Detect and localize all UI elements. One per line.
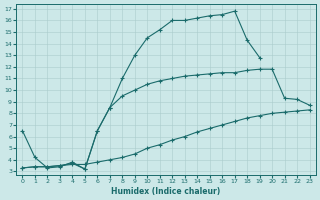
X-axis label: Humidex (Indice chaleur): Humidex (Indice chaleur) <box>111 187 221 196</box>
